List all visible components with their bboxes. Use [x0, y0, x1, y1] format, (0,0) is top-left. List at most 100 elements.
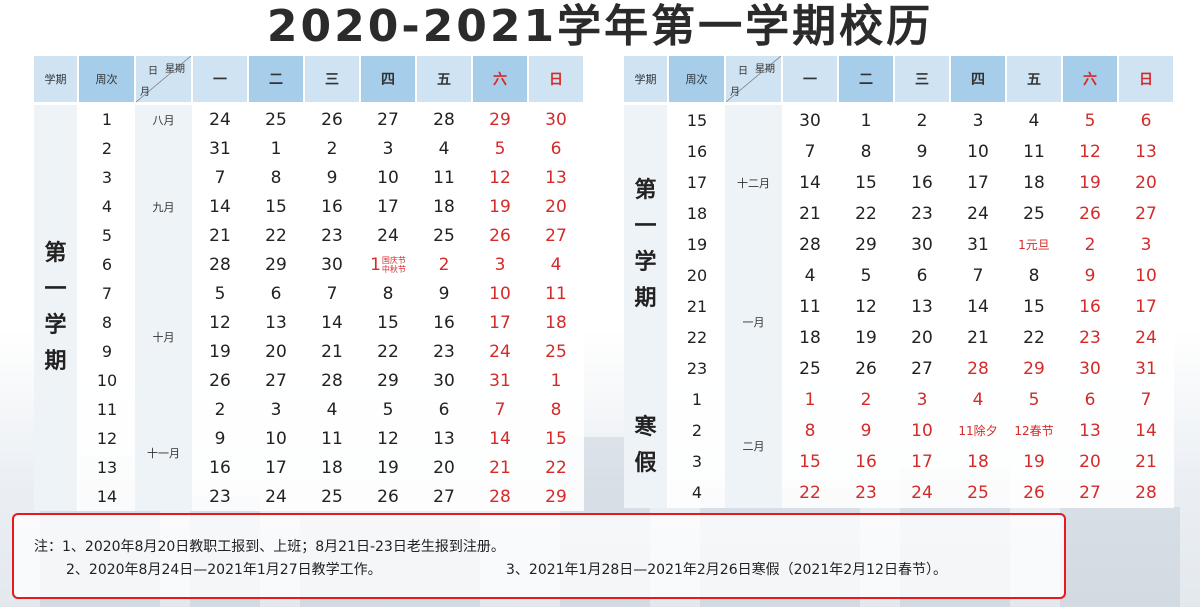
day-cell: 28 [472, 482, 528, 511]
month-label: 十月 [135, 279, 192, 395]
term-header: 学期 [624, 56, 669, 105]
week-number: 4 [668, 477, 725, 508]
month-label: 二月 [725, 384, 782, 508]
calendar-table-right: 学期 周次 日 星期 月 一 二 三 四 五 六 日 第一学期 15 十二月 3… [624, 56, 1175, 508]
day-cell: 19 [1062, 167, 1118, 198]
day-cell: 9 [1062, 260, 1118, 291]
day-cell: 13 [1118, 136, 1174, 167]
day-cell: 2 [192, 395, 248, 424]
table-row: 2 九月 31 1 2 3 4 5 6 [34, 134, 584, 279]
diag-day-label: 日 [148, 66, 158, 77]
month-label: 一月 [725, 260, 782, 384]
day-cell: 13 [894, 291, 950, 322]
table-row: 寒假 1 二月 1 2 3 4 5 6 7 [624, 384, 1174, 508]
day-cell: 16 [894, 167, 950, 198]
day-cell: 27 [360, 103, 416, 134]
day-cell: 31 [950, 229, 1006, 260]
day-cell: 17 [248, 453, 304, 482]
week-number: 7 [78, 279, 135, 308]
day-cell: 28 [1118, 477, 1174, 508]
holiday-cell-spring-festival: 12春节 [1006, 415, 1062, 446]
week-number: 1 [78, 103, 135, 134]
day-cell: 23 [304, 221, 360, 250]
week-number: 3 [668, 446, 725, 477]
day-cell: 30 [528, 103, 584, 134]
table-row: 10 26 27 28 29 30 31 1 [34, 366, 584, 395]
day-cell: 13 [416, 424, 472, 453]
table-row: 6 28 29 30 1国庆节 中秋节 2 3 4 [34, 250, 584, 279]
week-number: 21 [668, 291, 725, 322]
table-row: 2 8 9 10 11除夕 12春节 13 14 [624, 415, 1174, 446]
day-cell: 23 [1062, 322, 1118, 353]
day-cell: 6 [528, 134, 584, 163]
page-title: 2020-2021学年第一学期校历 [266, 1, 934, 52]
holiday-cell-national-day: 1国庆节 中秋节 [360, 250, 416, 279]
calendar-header-row: 学期 周次 日 星期 月 一 二 三 四 五 六 日 [624, 56, 1175, 105]
day-cell: 7 [1118, 384, 1174, 415]
day-cell: 26 [360, 482, 416, 511]
day-header-sat: 六 [1062, 56, 1119, 105]
week-number: 16 [668, 136, 725, 167]
day-cell: 11 [304, 424, 360, 453]
day-cell: 6 [1062, 384, 1118, 415]
day-cell: 12 [360, 424, 416, 453]
day-cell: 5 [1062, 103, 1118, 136]
day-cell: 15 [782, 446, 838, 477]
day-cell: 29 [248, 250, 304, 279]
week-number: 2 [668, 415, 725, 446]
day-cell: 26 [838, 353, 894, 384]
calendar-table-left: 学期 周次 日 星期 月 一 二 三 四 五 六 日 第一学期 1 八月 2 4 … [34, 56, 585, 511]
day-cell: 24 [950, 198, 1006, 229]
note-line-1: 注：1、2020年8月20日教职工报到、上班；8月21日-23日老生报到注册。 [34, 539, 505, 555]
week-number: 17 [668, 167, 725, 198]
day-cell: 10 [472, 279, 528, 308]
week-number: 18 [668, 198, 725, 229]
day-cell: 22 [528, 453, 584, 482]
day-cell: 1 [782, 384, 838, 415]
day-cell: 14 [472, 424, 528, 453]
table-row: 8 12 13 14 15 16 17 18 [34, 308, 584, 337]
day-cell: 27 [528, 221, 584, 250]
table-row: 22 18 19 20 21 22 23 24 [624, 322, 1174, 353]
day-cell: 10 [894, 415, 950, 446]
diagonal-header: 日 星期 月 [725, 56, 783, 105]
week-number: 23 [668, 353, 725, 384]
day-cell: 5 [1006, 384, 1062, 415]
day-cell: 6 [416, 395, 472, 424]
day-cell: 26 [472, 221, 528, 250]
notes-box: 注：1、2020年8月20日教职工报到、上班；8月21日-23日老生报到注册。 … [12, 513, 1066, 599]
day-cell: 24 [360, 221, 416, 250]
day-cell: 27 [248, 366, 304, 395]
day-cell: 5 [472, 134, 528, 163]
day-cell: 2 [416, 250, 472, 279]
day-cell: 16 [416, 308, 472, 337]
day-header-fri: 五 [416, 56, 473, 105]
term-label-first-semester: 第一学期 [34, 103, 79, 511]
table-row: 3 15 16 17 18 19 20 21 [624, 446, 1174, 477]
day-cell: 23 [838, 477, 894, 508]
table-row: 19 28 29 30 31 1元旦 2 3 [624, 229, 1174, 260]
day-cell: 22 [782, 477, 838, 508]
day-cell: 13 [248, 308, 304, 337]
day-cell: 15 [838, 167, 894, 198]
month-label: 九月 [135, 134, 192, 279]
day-cell: 5 [838, 260, 894, 291]
table-row: 4 22 23 24 25 26 27 28 [624, 477, 1174, 508]
day-cell: 2 [894, 103, 950, 136]
day-header-thu: 四 [360, 56, 417, 105]
day-cell: 30 [1062, 353, 1118, 384]
day-cell: 27 [416, 482, 472, 511]
day-cell: 28 [304, 366, 360, 395]
day-cell: 1 [528, 366, 584, 395]
week-number: 4 [78, 192, 135, 221]
day-cell: 8 [782, 415, 838, 446]
day-cell: 21 [782, 198, 838, 229]
day-cell: 7 [472, 395, 528, 424]
day-cell: 1 [248, 134, 304, 163]
day-header-sat: 六 [472, 56, 529, 105]
day-cell: 20 [894, 322, 950, 353]
week-number: 11 [78, 395, 135, 424]
day-cell: 15 [528, 424, 584, 453]
day-cell: 8 [528, 395, 584, 424]
day-cell: 29 [472, 103, 528, 134]
